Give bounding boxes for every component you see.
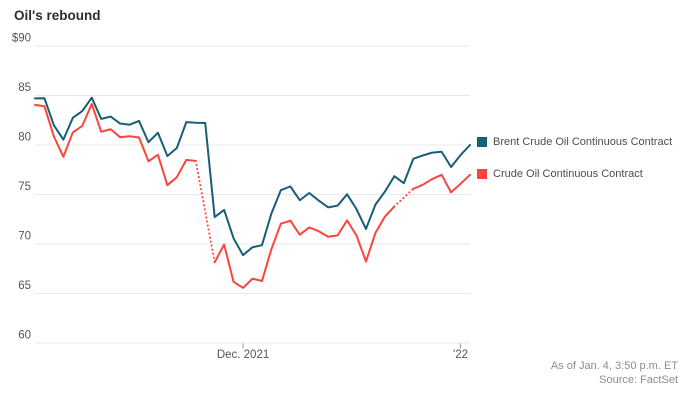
brent-series-swatch-icon <box>477 137 487 147</box>
as-of-timestamp: As of Jan. 4, 3:50 p.m. ET <box>550 360 678 372</box>
crude-series-swatch-icon <box>477 169 487 179</box>
legend: Brent Crude Oil Continuous Contract Crud… <box>477 136 672 200</box>
chart-footer: As of Jan. 4, 3:50 p.m. ET Source: FactS… <box>551 359 678 387</box>
y-axis-label-60: 60 <box>18 330 31 342</box>
chart-title: Oil's rebound <box>14 8 101 23</box>
legend-item-crude: Crude Oil Continuous Contract <box>477 168 672 180</box>
y-axis-label-65: 65 <box>18 280 31 292</box>
legend-label-brent: Brent Crude Oil Continuous Contract <box>493 136 673 148</box>
y-axis-label-70: 70 <box>18 231 31 243</box>
series-gap-dotted-crude <box>194 159 415 264</box>
series-line-crude <box>34 102 471 289</box>
series-line-brent <box>34 96 471 257</box>
legend-item-brent: Brent Crude Oil Continuous Contract <box>477 136 672 148</box>
y-axis-label-90: $90 <box>12 33 31 45</box>
x-axis-label: Dec. 2021 <box>217 349 269 361</box>
x-axis-label: '22 <box>453 349 468 361</box>
source-attribution: Source: FactSet <box>599 374 678 386</box>
legend-label-crude: Crude Oil Continuous Contract <box>493 168 643 180</box>
y-axis-label-80: 80 <box>18 132 31 144</box>
y-axis-label-85: 85 <box>18 82 31 94</box>
y-axis-label-75: 75 <box>18 181 31 193</box>
